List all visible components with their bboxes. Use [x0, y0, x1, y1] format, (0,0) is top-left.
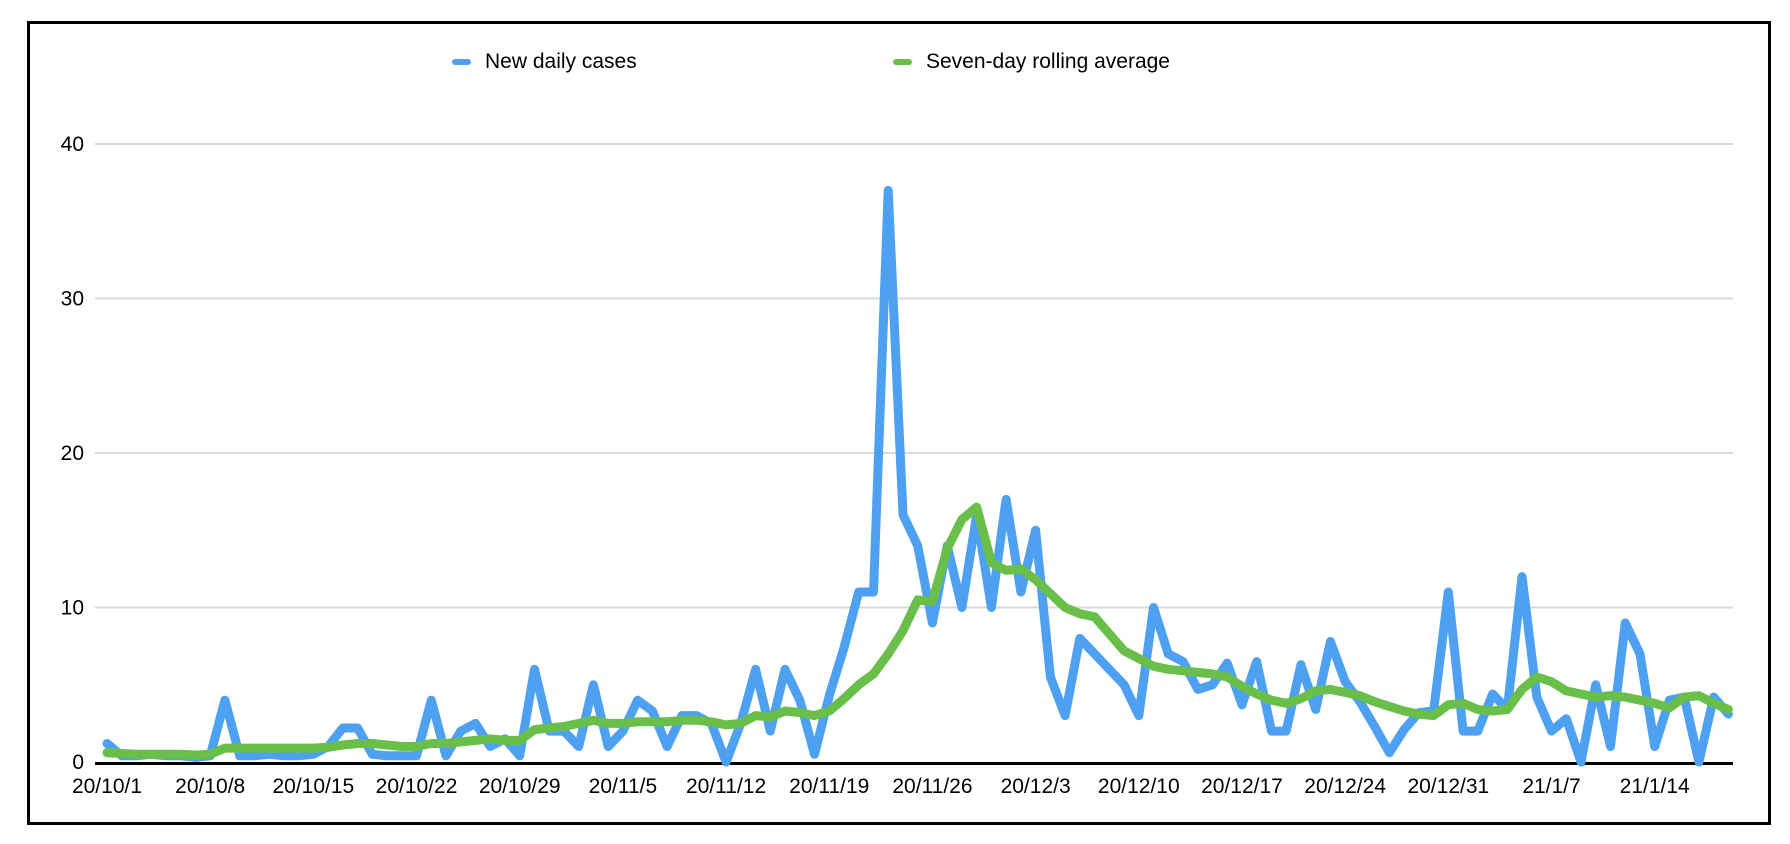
- x-tick-label: 20/12/10: [1098, 775, 1180, 798]
- x-tick-label: 20/12/31: [1407, 775, 1489, 798]
- legend-label-new-daily-cases: New daily cases: [485, 50, 637, 73]
- x-tick-label: 20/10/22: [376, 775, 458, 798]
- x-tick-label: 20/12/24: [1304, 775, 1386, 798]
- new-daily-cases-swatch: [452, 59, 471, 65]
- x-tick-label: 20/10/1: [72, 775, 142, 798]
- y-axis-labels: 0 10 20 30 40: [61, 133, 84, 774]
- y-tick-label-0: 0: [72, 751, 84, 774]
- x-tick-label: 20/10/15: [272, 775, 354, 798]
- seven-day-average-line: [102, 502, 1733, 760]
- y-tick-label-20: 20: [61, 442, 84, 465]
- seven-day-average-swatch: [893, 59, 912, 65]
- legend-item-seven-day-average[interactable]: Seven-day rolling average: [893, 50, 1170, 74]
- x-tick-label: 20/11/19: [789, 775, 869, 798]
- x-tick-label: 21/1/14: [1620, 775, 1690, 798]
- x-tick-label: 20/10/29: [479, 775, 561, 798]
- x-tick-label: 20/12/17: [1201, 775, 1283, 798]
- series-lines: [102, 185, 1733, 767]
- x-tick-label: 21/1/7: [1522, 775, 1580, 798]
- x-axis-labels: 20/10/1 20/10/8 20/10/15 20/10/22 20/10/29 20…: [72, 775, 1690, 798]
- legend-label-seven-day-average: Seven-day rolling average: [926, 50, 1170, 73]
- x-tick-label: 20/11/12: [686, 775, 766, 798]
- new-daily-cases-line: [102, 185, 1733, 767]
- y-tick-label-40: 40: [61, 133, 84, 156]
- x-tick-label: 20/12/3: [1001, 775, 1071, 798]
- x-tick-label: 20/11/26: [892, 775, 972, 798]
- y-tick-label-10: 10: [61, 597, 84, 620]
- x-tick-label: 20/10/8: [175, 775, 245, 798]
- x-tick-label: 20/11/5: [589, 775, 658, 798]
- legend-item-new-daily-cases[interactable]: New daily cases: [452, 50, 637, 74]
- y-tick-label-30: 30: [61, 288, 84, 311]
